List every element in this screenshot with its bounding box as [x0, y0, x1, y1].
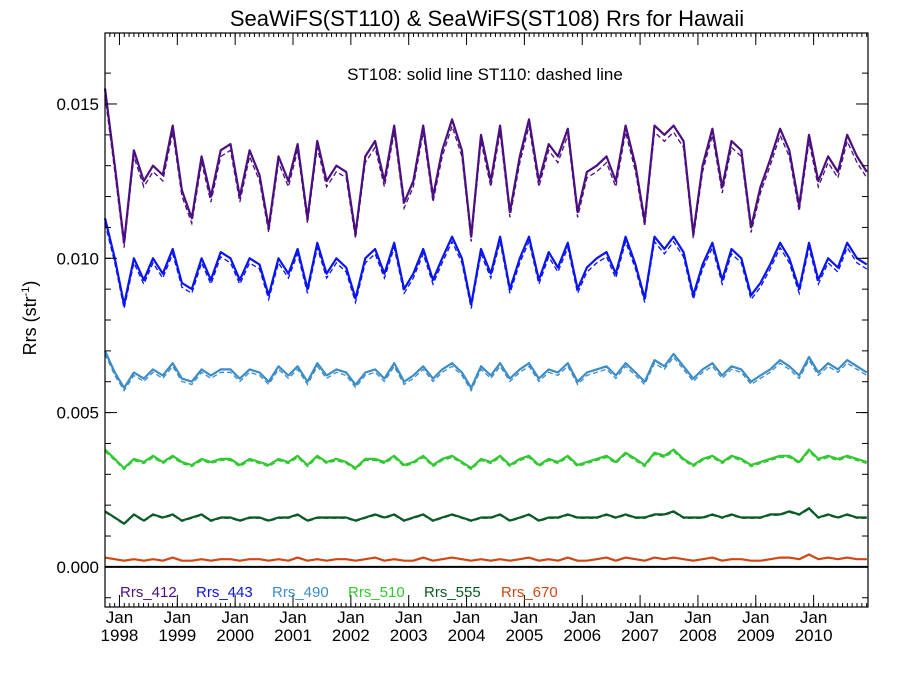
- y-tick-label: 0.015: [56, 95, 99, 114]
- x-tick-label-month: Jan: [395, 608, 422, 627]
- axis-layer: 0.0000.0050.0100.015Jan1998Jan1999Jan200…: [56, 32, 869, 645]
- series-line-Rrs_510-st110: [104, 450, 867, 471]
- x-tick-label-month: Jan: [569, 608, 596, 627]
- x-tick-label-month: Jan: [742, 608, 769, 627]
- x-tick-label-year: 2007: [621, 626, 659, 645]
- x-tick-label-month: Jan: [221, 608, 248, 627]
- series-line-Rrs_555-st110: [104, 508, 867, 526]
- x-tick-label-year: 2002: [332, 626, 370, 645]
- legend-item-Rrs_670: Rrs_670: [501, 584, 558, 601]
- x-tick-label-month: Jan: [279, 608, 306, 627]
- x-tick-label-month: Jan: [511, 608, 538, 627]
- x-tick-label-month: Jan: [106, 608, 133, 627]
- legend-item-Rrs_490: Rrs_490: [272, 584, 329, 601]
- series-line-Rrs_412-st110: [104, 95, 868, 248]
- legend: Rrs_412 Rrs_443 Rrs_490 Rrs_510 Rrs_555 Rrs_6…: [120, 584, 558, 601]
- x-tick-label-month: Jan: [626, 608, 653, 627]
- plot-frame: [104, 32, 869, 608]
- y-axis-label-sup: -1: [20, 287, 32, 297]
- x-tick-label-year: 1998: [101, 626, 139, 645]
- chart-title: SeaWiFS(ST110) & SeaWiFS(ST108) Rrs for …: [230, 6, 744, 31]
- series-line-Rrs_443-st108: [103, 217, 868, 306]
- series-layer: [103, 88, 868, 562]
- series-line-Rrs_510-st108: [104, 448, 868, 470]
- y-axis-label-main: Rrs (str: [20, 296, 40, 355]
- x-tick-label-year: 2004: [448, 626, 486, 645]
- legend-item-Rrs_555: Rrs_555: [424, 584, 481, 601]
- legend-item-Rrs_510: Rrs_510: [348, 584, 405, 601]
- x-tick-label-year: 2006: [563, 626, 601, 645]
- x-tick-label-month: Jan: [800, 608, 827, 627]
- series-line-Rrs_670-st110: [104, 553, 867, 562]
- legend-item-Rrs_443: Rrs_443: [196, 584, 253, 601]
- x-tick-label-year: 2001: [274, 626, 312, 645]
- series-line-Rrs_443-st110: [104, 223, 868, 309]
- legend-item-Rrs_412: Rrs_412: [120, 584, 177, 601]
- y-tick-label: 0.010: [56, 249, 99, 268]
- x-tick-label-year: 2000: [216, 626, 254, 645]
- y-axis-label: Rrs (str-1): [20, 281, 40, 356]
- y-tick-label: 0.000: [56, 558, 99, 577]
- x-tick-label-year: 2005: [505, 626, 543, 645]
- series-line-Rrs_412-st108: [103, 88, 868, 244]
- x-tick-label-year: 1999: [158, 626, 196, 645]
- series-line-Rrs_555-st108: [104, 507, 867, 525]
- x-tick-label-year: 2003: [390, 626, 428, 645]
- x-tick-label-month: Jan: [164, 608, 191, 627]
- chart-annotation: ST108: solid line ST110: dashed line: [347, 65, 623, 84]
- series-line-Rrs_490-st110: [104, 353, 868, 392]
- x-tick-label-month: Jan: [453, 608, 480, 627]
- x-tick-label-year: 2008: [679, 626, 717, 645]
- x-tick-label-year: 2009: [737, 626, 775, 645]
- x-tick-label-year: 2010: [795, 626, 833, 645]
- x-tick-label-month: Jan: [684, 608, 711, 627]
- x-tick-label-month: Jan: [337, 608, 364, 627]
- series-line-Rrs_490-st108: [103, 350, 868, 389]
- y-tick-label: 0.005: [56, 404, 99, 423]
- y-axis-label-end: ): [20, 281, 40, 287]
